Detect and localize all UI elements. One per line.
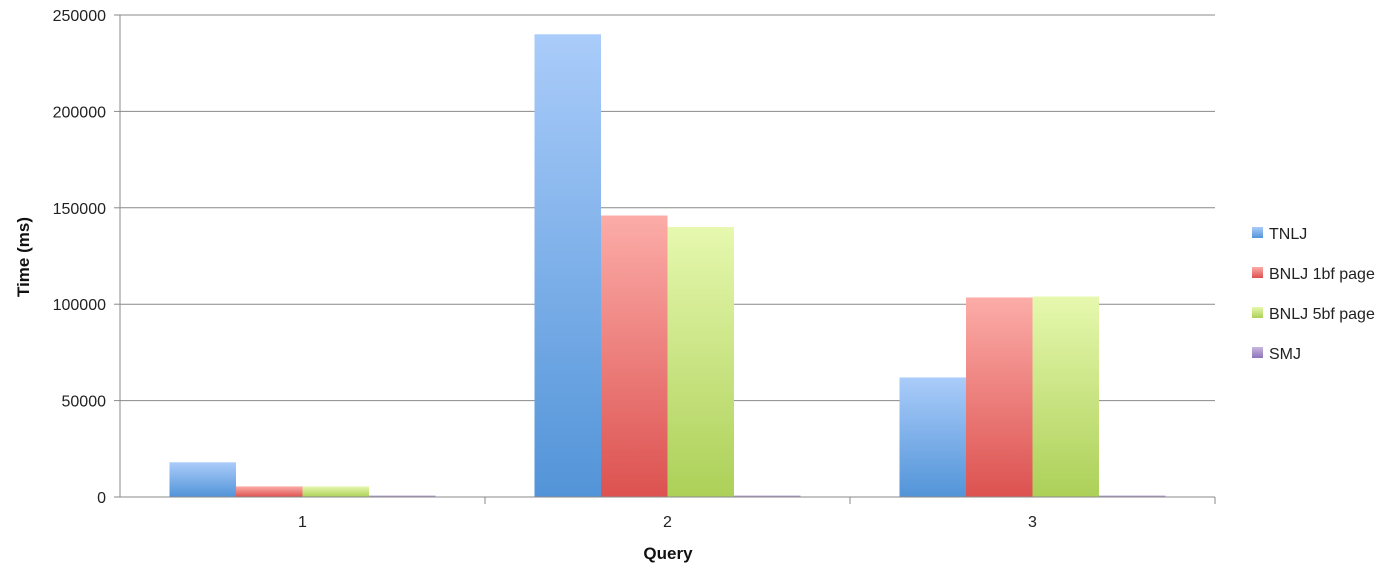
y-tick-label: 50000	[62, 394, 107, 411]
bar	[734, 495, 801, 497]
y-tick-label: 0	[97, 490, 106, 507]
legend-swatch	[1252, 227, 1263, 238]
bar	[369, 495, 436, 497]
bar	[966, 297, 1033, 497]
bar	[667, 227, 734, 497]
bar	[236, 486, 303, 497]
bar	[601, 215, 668, 497]
y-tick-label: 250000	[53, 8, 106, 25]
bar	[534, 34, 601, 497]
bar	[1099, 495, 1166, 497]
bar	[169, 462, 236, 497]
y-tick-labels: 0 50000 100000 150000 200000 250000	[53, 8, 106, 507]
legend-swatch	[1252, 347, 1263, 358]
x-axis-title: Query	[643, 544, 693, 563]
y-axis-title: Time (ms)	[14, 217, 33, 297]
axes	[114, 14, 1216, 504]
legend-label: BNLJ 1bf page	[1269, 266, 1375, 283]
bar	[302, 486, 369, 497]
bars	[169, 34, 1166, 497]
y-tick-label: 200000	[53, 104, 106, 121]
bar	[1032, 296, 1099, 497]
x-tick-label: 1	[298, 514, 307, 531]
y-tick-label: 150000	[53, 201, 106, 218]
y-tick-label: 100000	[53, 297, 106, 314]
legend: TNLJ BNLJ 1bf page BNLJ 5bf page SMJ	[1252, 226, 1375, 363]
legend-swatch	[1252, 307, 1263, 318]
x-tick-label: 2	[663, 514, 672, 531]
legend-label: BNLJ 5bf page	[1269, 306, 1375, 323]
x-tick-label: 3	[1028, 514, 1037, 531]
bar	[899, 377, 966, 497]
x-tick-labels: 1 2 3	[298, 514, 1037, 531]
legend-swatch	[1252, 267, 1263, 278]
legend-label: TNLJ	[1269, 226, 1307, 243]
legend-label: SMJ	[1269, 346, 1301, 363]
